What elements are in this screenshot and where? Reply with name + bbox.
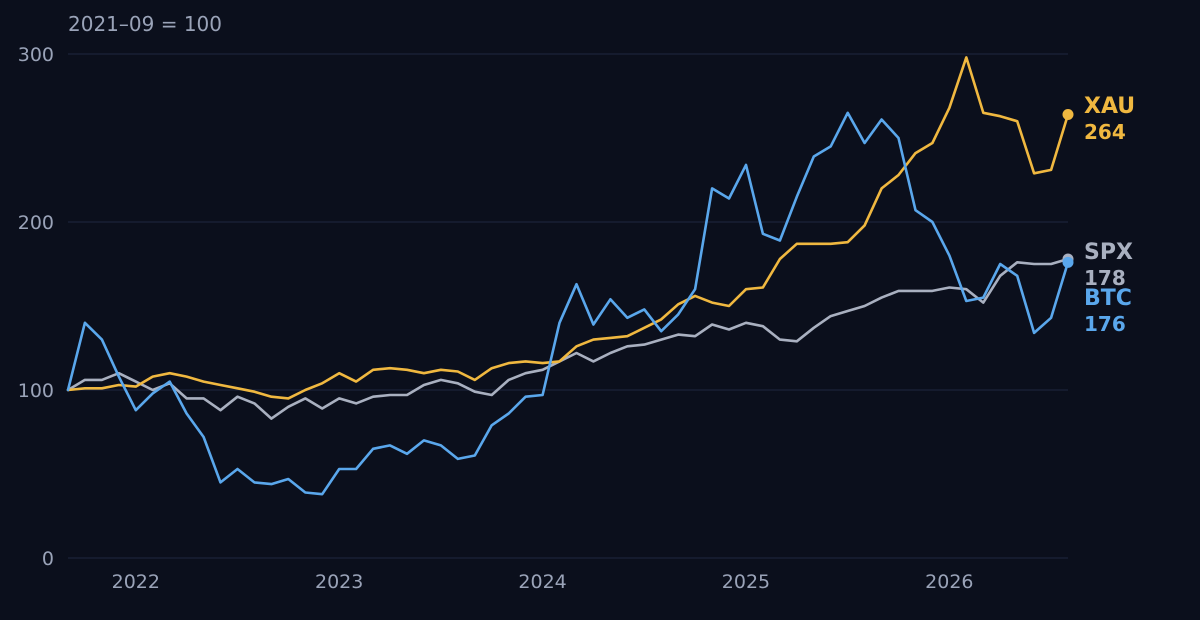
y-tick-label: 300 <box>18 44 54 66</box>
grid-layer <box>68 53 1068 559</box>
x-tick-label: 2024 <box>518 571 566 593</box>
y-tick-label: 200 <box>18 212 54 234</box>
series-name-btc: BTC <box>1084 286 1132 311</box>
series-end-value-xau: 264 <box>1084 120 1126 144</box>
series-line-btc <box>66 111 1070 496</box>
series-name-spx: SPX <box>1084 240 1133 265</box>
series-lines <box>66 56 1070 496</box>
series-end-value-spx: 178 <box>1084 266 1126 290</box>
y-axis-ticks: 0 100 200 300 <box>18 44 54 570</box>
end-point-xau <box>1062 108 1074 120</box>
x-tick-label: 2025 <box>722 571 770 593</box>
x-tick-label: 2023 <box>315 571 363 593</box>
series-name-xau: XAU <box>1084 94 1135 119</box>
x-axis-ticks: 2022 2023 2024 2025 2026 <box>112 571 974 593</box>
x-tick-label: 2026 <box>925 571 973 593</box>
series-line-xau <box>66 56 1070 400</box>
end-point-btc <box>1062 256 1074 268</box>
series-line-spx <box>66 257 1070 420</box>
y-tick-label: 100 <box>18 380 54 402</box>
series-end-value-btc: 176 <box>1084 312 1126 336</box>
chart-subtitle: 2021–09 = 100 <box>68 12 222 36</box>
y-tick-label: 0 <box>42 548 54 570</box>
x-tick-label: 2022 <box>112 571 160 593</box>
